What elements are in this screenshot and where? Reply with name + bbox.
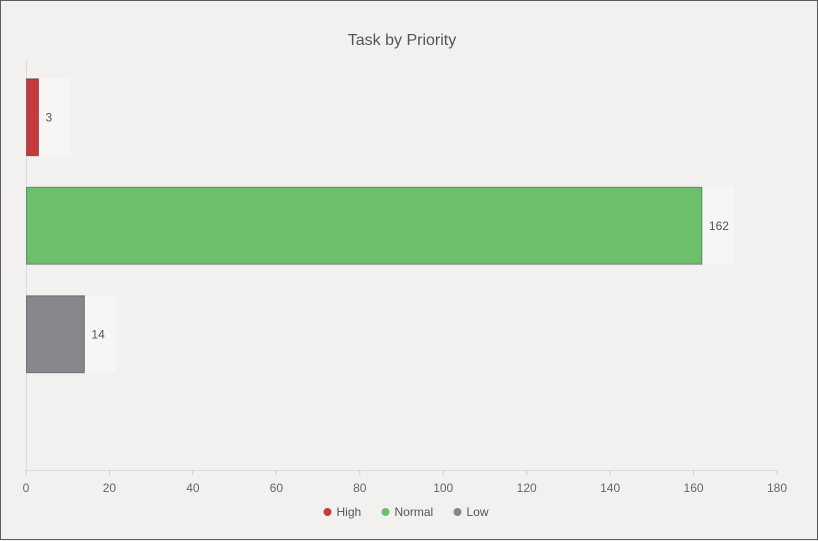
bar-low[interactable] — [26, 295, 85, 374]
x-tick-label: 0 — [23, 481, 30, 495]
legend: High Normal Low — [323, 505, 489, 519]
bar-normal[interactable] — [26, 186, 703, 265]
x-axis-ticks: 0 20 40 60 80 100 120 140 160 180 — [23, 470, 787, 495]
x-tick-label: 80 — [353, 481, 367, 495]
x-tick-label: 100 — [433, 481, 453, 495]
x-tick-label: 60 — [270, 481, 284, 495]
x-tick-label: 160 — [684, 481, 704, 495]
x-tick-label: 40 — [186, 481, 200, 495]
x-tick-label: 120 — [517, 481, 537, 495]
legend-marker-low — [453, 508, 462, 516]
data-label-low: 14 — [91, 327, 105, 341]
legend-marker-normal — [381, 508, 390, 516]
data-label-high: 3 — [46, 110, 53, 124]
legend-item-high[interactable]: High — [323, 505, 362, 519]
chart-title: Task by Priority — [348, 32, 456, 49]
bars-group: 3 162 14 — [26, 78, 734, 374]
legend-item-normal[interactable]: Normal — [381, 505, 434, 519]
x-tick-label: 20 — [103, 481, 117, 495]
bar-label-bg-high — [38, 78, 71, 156]
bar-high[interactable] — [26, 78, 40, 157]
x-tick-label: 140 — [600, 481, 620, 495]
x-tick-label: 180 — [767, 481, 787, 495]
bar-label-bg-normal — [701, 187, 734, 265]
bar-label-bg-low — [84, 295, 117, 373]
legend-marker-high — [323, 508, 332, 516]
data-label-normal: 162 — [709, 219, 729, 233]
legend-label-low: Low — [467, 505, 489, 519]
legend-label-high: High — [337, 505, 362, 519]
legend-label-normal: Normal — [395, 505, 434, 519]
legend-item-low[interactable]: Low — [453, 505, 489, 519]
